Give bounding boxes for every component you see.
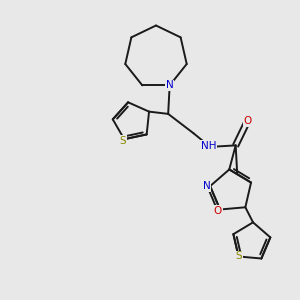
Text: O: O	[244, 116, 252, 126]
Text: N: N	[166, 80, 173, 90]
Text: NH: NH	[201, 141, 216, 151]
Text: S: S	[119, 136, 126, 146]
Text: N: N	[202, 181, 210, 191]
Text: S: S	[235, 251, 242, 262]
Text: O: O	[214, 206, 222, 216]
